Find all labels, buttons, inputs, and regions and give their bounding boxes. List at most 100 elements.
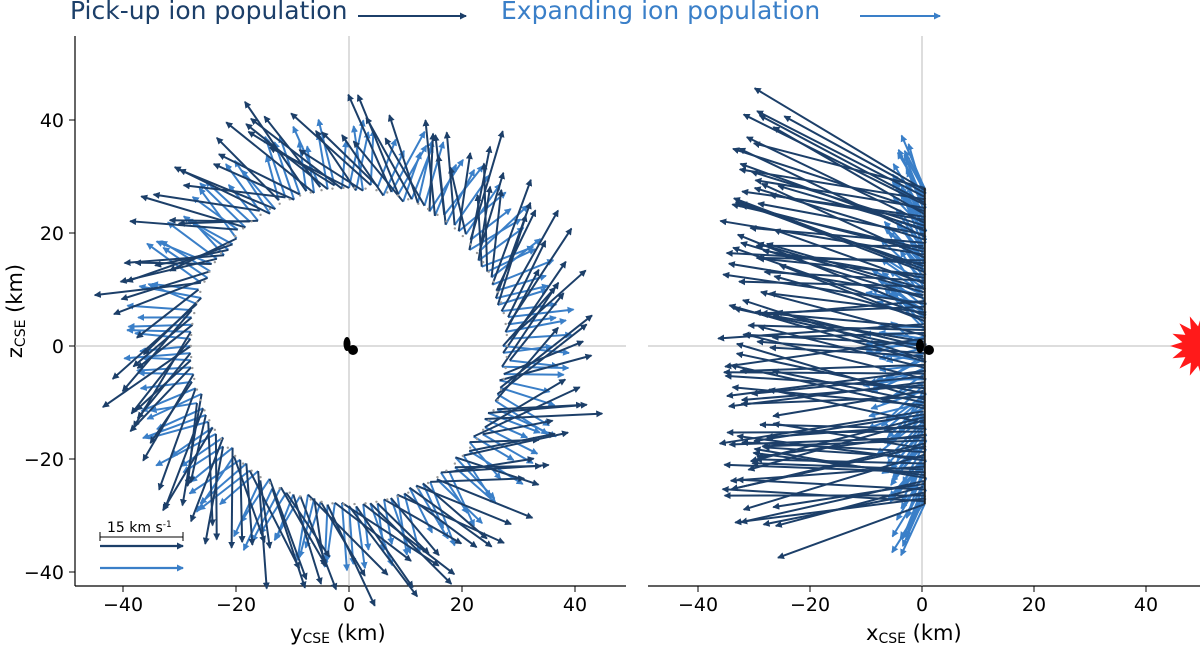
pickup-ion-arrow bbox=[777, 503, 925, 559]
comet-nucleus-right bbox=[916, 339, 934, 355]
pickup-ion-arrow bbox=[752, 141, 925, 189]
right-ticks: −40 −20 0 20 40 bbox=[678, 586, 1158, 616]
ring-marker bbox=[364, 187, 367, 190]
ring-marker bbox=[502, 311, 505, 315]
pickup-ion-arrow bbox=[292, 494, 323, 585]
ring-marker bbox=[386, 498, 389, 501]
left-y-tick-label: −40 bbox=[24, 562, 64, 584]
ring-marker bbox=[268, 207, 272, 211]
ring-marker bbox=[189, 333, 193, 337]
expanding-ion-arrow bbox=[382, 149, 405, 197]
pickup-ion-arrow bbox=[742, 453, 925, 512]
pickup-ion-arrow bbox=[136, 288, 200, 339]
expanding-ion-arrow bbox=[292, 125, 322, 188]
expanding-ion-arrow bbox=[505, 318, 567, 333]
left-y-tick-label: 20 bbox=[40, 223, 64, 245]
expanding-ion-arrow bbox=[390, 130, 426, 193]
ring-marker bbox=[475, 251, 479, 255]
ring-marker bbox=[213, 428, 217, 432]
pickup-ion-arrow bbox=[469, 431, 556, 453]
pickup-ion-arrow bbox=[259, 480, 273, 550]
pickup-ion-arrow bbox=[238, 459, 246, 544]
right-panel: −40 −20 0 20 40 xCSE (km) bbox=[648, 36, 1200, 646]
pickup-ion-arrow bbox=[747, 322, 926, 332]
expanding-ion-arrow bbox=[182, 215, 230, 251]
pickup-ion-arrow bbox=[263, 115, 321, 188]
ring-marker bbox=[189, 344, 192, 348]
expanding-ion-arrow bbox=[440, 471, 469, 514]
pickup-ion-arrow bbox=[369, 502, 453, 585]
pickup-ion-arrow bbox=[157, 387, 197, 491]
ring-marker bbox=[481, 260, 485, 264]
pickup-ion-arrow bbox=[245, 463, 256, 546]
right-arrows bbox=[717, 87, 928, 559]
pickup-ion-arrow bbox=[722, 271, 927, 305]
ring-marker bbox=[195, 301, 199, 304]
pickup-ion-arrow bbox=[755, 254, 925, 262]
expanding-ion-arrow bbox=[355, 131, 371, 191]
pickup-ion-arrow bbox=[321, 131, 379, 188]
ring-marker bbox=[193, 311, 196, 315]
ring-marker bbox=[208, 270, 211, 273]
pickup-ion-arrow bbox=[129, 218, 238, 231]
pickup-ion-arrow bbox=[111, 303, 198, 380]
ring-marker bbox=[298, 495, 302, 498]
expanding-ion-arrow bbox=[482, 433, 534, 465]
ring-marker bbox=[436, 475, 439, 479]
pickup-ion-arrow bbox=[132, 316, 193, 368]
pickup-ion-arrow bbox=[753, 87, 927, 192]
pickup-ion-arrow bbox=[727, 381, 925, 410]
pickup-ion-arrow bbox=[490, 188, 505, 278]
pickup-ion-arrow bbox=[758, 114, 925, 204]
ring-marker bbox=[320, 500, 323, 503]
pickup-ion-arrow bbox=[248, 470, 301, 570]
left-y-axis-label: zCSE (km) bbox=[3, 264, 29, 358]
pickup-ion-arrow bbox=[501, 281, 560, 368]
expanding-ion-arrow bbox=[487, 412, 541, 434]
scale-bar-label: 15 km s-1 bbox=[107, 520, 172, 536]
pickup-ion-arrow bbox=[768, 290, 927, 314]
pickup-ion-arrow bbox=[756, 338, 926, 355]
pickup-ion-arrow bbox=[129, 366, 192, 432]
pickup-ion-arrow bbox=[136, 324, 194, 369]
right-x-axis-label: xCSE (km) bbox=[866, 621, 962, 646]
pickup-ion-arrow bbox=[217, 153, 301, 196]
pickup-ion-arrow bbox=[285, 492, 331, 558]
pickup-ion-arrow bbox=[757, 201, 924, 236]
pickup-ion-arrow bbox=[731, 202, 925, 250]
ring-marker bbox=[492, 280, 495, 283]
pickup-ion-arrow bbox=[500, 209, 559, 312]
ring-marker bbox=[417, 202, 420, 206]
ring-marker bbox=[241, 227, 245, 230]
expanding-ion-arrow bbox=[139, 380, 193, 392]
expanding-ion-arrow bbox=[888, 270, 925, 294]
expanding-ion-arrow bbox=[241, 169, 277, 210]
expanding-ion-arrow bbox=[509, 331, 573, 340]
expanding-ion-arrow bbox=[240, 478, 271, 523]
expanding-ion-arrow bbox=[376, 138, 397, 187]
pickup-ion-arrow bbox=[502, 260, 567, 354]
expanding-ion-arrow bbox=[481, 245, 535, 268]
ring-marker bbox=[342, 502, 345, 506]
ring-marker bbox=[278, 202, 281, 206]
pickup-ion-arrow bbox=[216, 137, 280, 201]
ring-marker bbox=[193, 377, 196, 381]
ring-marker bbox=[496, 290, 499, 294]
ring-marker bbox=[250, 469, 253, 472]
pickup-ion-arrow bbox=[473, 386, 581, 438]
pickup-ion-arrow bbox=[244, 100, 308, 192]
pickup-ion-arrow bbox=[749, 416, 925, 464]
pickup-ion-arrow bbox=[362, 503, 456, 575]
pickup-ion-arrow bbox=[745, 136, 925, 224]
ring-marker bbox=[461, 234, 464, 238]
pickup-ion-arrow bbox=[436, 478, 534, 519]
pickup-ion-arrow bbox=[491, 178, 533, 286]
pickup-ion-arrow bbox=[383, 498, 463, 545]
pickup-ion-arrow bbox=[762, 444, 924, 459]
pickup-ion-arrow bbox=[750, 375, 924, 397]
expanding-ion-arrow bbox=[369, 129, 377, 186]
expanding-ion-arrow bbox=[297, 498, 316, 559]
ring-marker bbox=[203, 280, 206, 283]
pickup-ion-arrow bbox=[771, 331, 925, 341]
